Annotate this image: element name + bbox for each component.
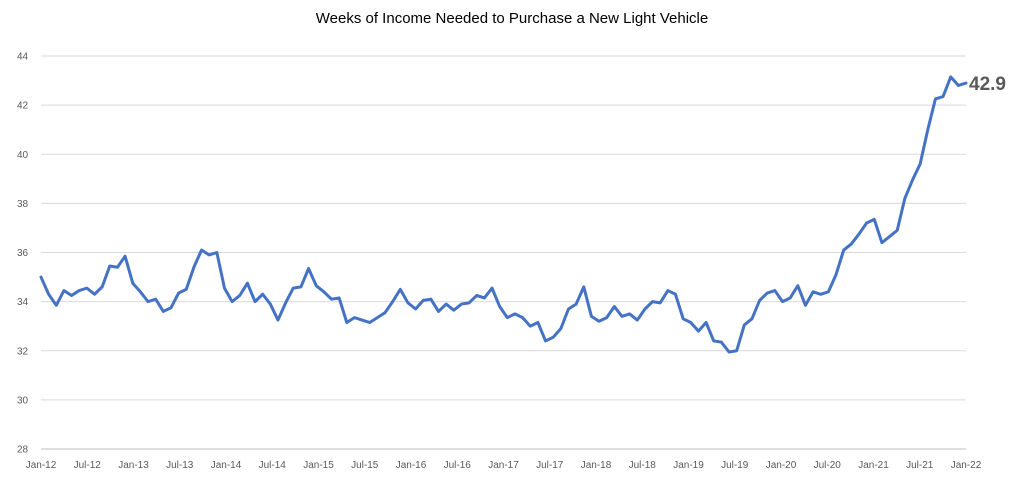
y-tick-label: 40 xyxy=(17,150,29,161)
x-tick-label: Jul-21 xyxy=(906,460,934,471)
x-tick-label: Jan-20 xyxy=(766,460,797,471)
chart-title: Weeks of Income Needed to Purchase a New… xyxy=(315,10,709,27)
y-tick-label: 36 xyxy=(17,248,29,259)
y-tick-label: 38 xyxy=(17,199,29,210)
x-tick-label: Jan-22 xyxy=(951,460,982,471)
y-tick-label: 28 xyxy=(17,445,29,456)
x-tick-label: Jan-18 xyxy=(581,460,612,471)
series-line xyxy=(39,75,968,354)
y-tick-label: 44 xyxy=(17,52,29,63)
x-tick-label: Jul-18 xyxy=(629,460,657,471)
x-tick-label: Jan-13 xyxy=(118,460,149,471)
gridlines xyxy=(41,55,966,450)
x-tick-label: Jul-17 xyxy=(536,460,564,471)
x-tick-label: Jul-12 xyxy=(74,460,102,471)
y-tick-label: 42 xyxy=(17,101,29,112)
x-tick-label: Jul-15 xyxy=(351,460,379,471)
y-tick-label: 30 xyxy=(17,395,29,406)
x-tick-label: Jan-16 xyxy=(396,460,427,471)
x-tick-label: Jan-12 xyxy=(26,460,57,471)
x-tick-label: Jul-13 xyxy=(166,460,194,471)
x-tick-label: Jan-17 xyxy=(488,460,519,471)
x-tick-label: Jul-19 xyxy=(721,460,749,471)
x-tick-label: Jul-14 xyxy=(259,460,287,471)
x-tick-label: Jan-14 xyxy=(211,460,242,471)
x-axis: Jan-12 Jul-12 Jan-13 Jul-13 Jan-14 Jul-14 Jan-… xyxy=(26,460,982,471)
y-tick-label: 34 xyxy=(17,297,29,308)
y-axis: 28 30 32 34 36 38 40 42 44 xyxy=(17,52,29,456)
end-value-label: 42.9 xyxy=(969,74,1006,95)
x-tick-label: Jul-20 xyxy=(814,460,842,471)
x-tick-label: Jan-15 xyxy=(303,460,334,471)
x-tick-label: Jul-16 xyxy=(444,460,472,471)
series-layer xyxy=(39,75,968,354)
annotation-layer: 42.9 xyxy=(969,74,1006,95)
x-tick-label: Jan-21 xyxy=(858,460,889,471)
y-tick-label: 32 xyxy=(17,346,29,357)
x-tick-label: Jan-19 xyxy=(673,460,704,471)
